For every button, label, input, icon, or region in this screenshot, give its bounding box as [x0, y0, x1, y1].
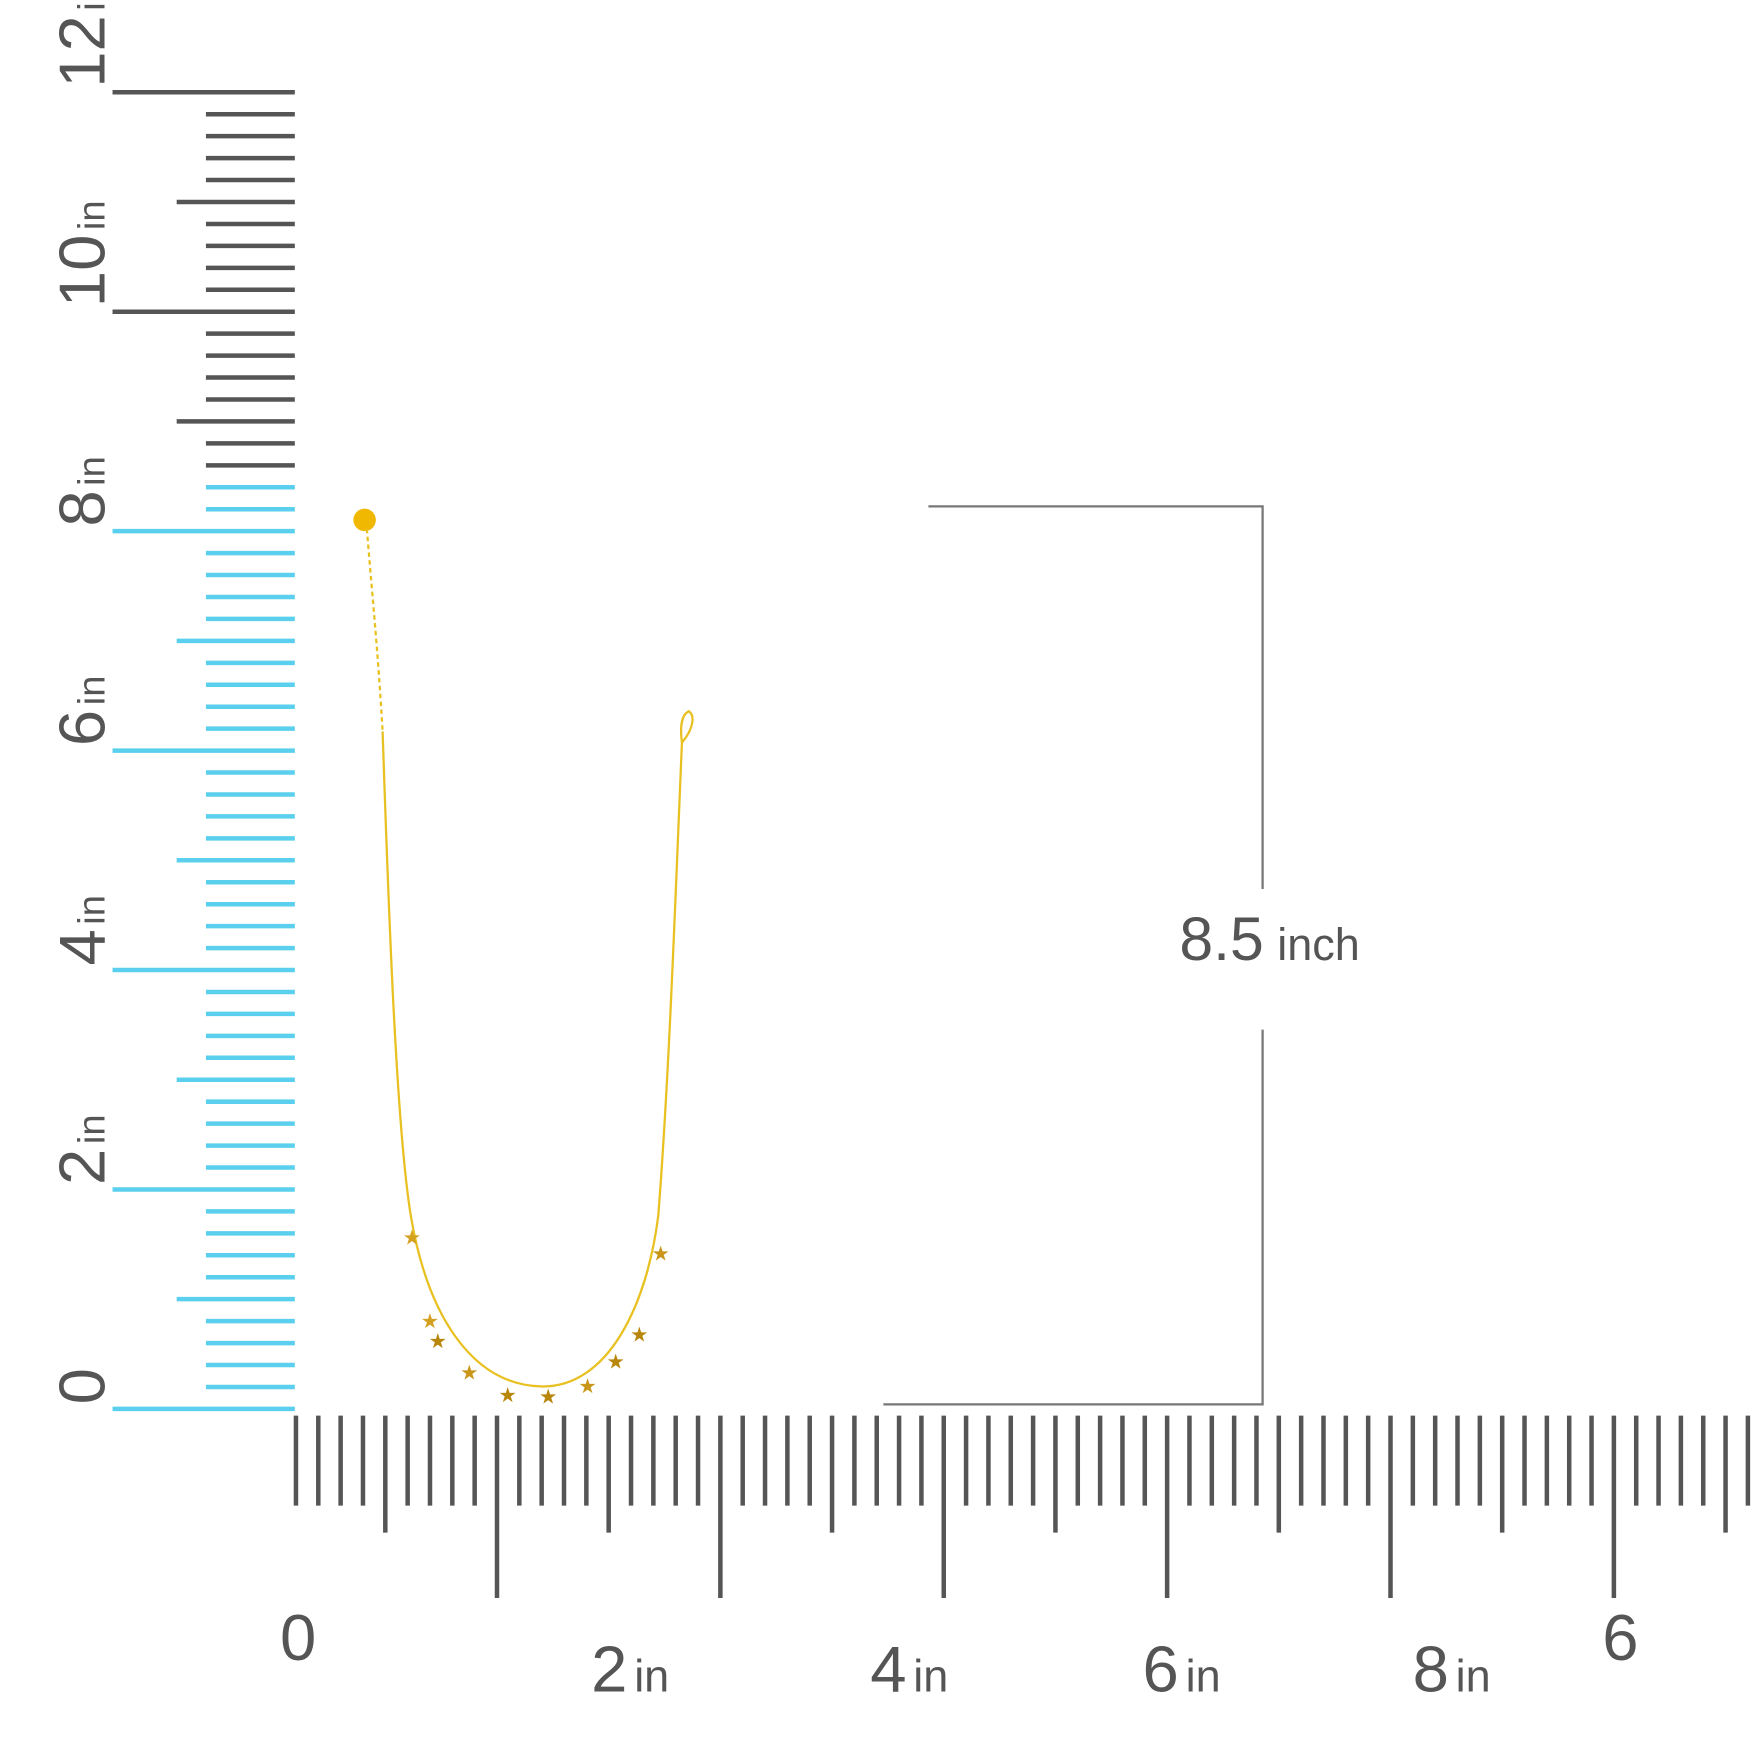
- star: ★: [606, 1351, 624, 1373]
- label-unit: in: [71, 200, 114, 230]
- horizontal-ruler: 0 2 in 4 in 6 in 8 in6: [280, 1415, 1751, 1705]
- ruler-label: 10 in: [46, 200, 119, 307]
- star-charms: ★ ★ ★ ★ ★ ★ ★ ★ ★ ★: [403, 1228, 670, 1409]
- vertical-ruler: 0 2 in 4 in 6 in 8 in 10 in 12 in: [46, 0, 295, 1412]
- label-number: 8: [46, 490, 119, 526]
- star: ★: [651, 1243, 669, 1265]
- label-number: 4: [46, 929, 119, 965]
- label-number: 6: [1143, 1632, 1179, 1705]
- label-unit: in: [71, 895, 114, 925]
- star: ★: [403, 1228, 421, 1250]
- star: ★: [498, 1385, 516, 1407]
- star: ★: [421, 1311, 439, 1333]
- label-unit: in: [71, 0, 114, 11]
- ruler-label: 6 in: [46, 676, 119, 747]
- label-number: 12: [46, 15, 119, 88]
- label-unit: in: [913, 1650, 948, 1701]
- ruler-label: 0: [280, 1601, 316, 1674]
- extender-chain: [365, 528, 384, 732]
- necklace: [353, 508, 694, 1388]
- ruler-label: 12 in: [46, 0, 119, 88]
- label-unit: in: [1456, 1650, 1491, 1701]
- ruler-label: 6: [1602, 1601, 1638, 1674]
- ruler-label: 4 in: [46, 895, 119, 966]
- ruler-label: 8 in: [46, 456, 119, 527]
- label-unit: in: [634, 1650, 669, 1701]
- star: ★: [630, 1324, 648, 1346]
- label-number: 8: [1413, 1632, 1449, 1705]
- bracket-bottom: [883, 1029, 1264, 1406]
- label-number: 4: [870, 1632, 906, 1705]
- label-number: 0: [280, 1601, 316, 1674]
- label-number: 2: [591, 1632, 627, 1705]
- label-number: 10: [46, 235, 119, 308]
- star: ★: [578, 1376, 596, 1398]
- label-unit: in: [71, 456, 114, 486]
- label-number: 6: [1602, 1601, 1638, 1674]
- bracket-top: [928, 505, 1264, 890]
- label-unit: in: [71, 1114, 114, 1144]
- dimension-bracket: [883, 505, 1264, 1406]
- label-number: 6: [46, 710, 119, 746]
- label-number: 0: [46, 1368, 119, 1404]
- dimension-value: 8.5: [1179, 905, 1263, 973]
- charm-tag: [353, 508, 376, 532]
- star: ★: [429, 1331, 447, 1353]
- label-number: 2: [46, 1149, 119, 1185]
- dimension-label: 8.5 inch: [1179, 905, 1360, 973]
- ruler-label: 2 in: [46, 1114, 119, 1185]
- chain: [381, 731, 684, 1388]
- clasp: [679, 709, 694, 744]
- star: ★: [539, 1386, 557, 1408]
- ruler-label: 0: [46, 1368, 119, 1404]
- label-unit: in: [71, 676, 114, 706]
- star: ★: [460, 1363, 478, 1385]
- dimension-unit: inch: [1277, 919, 1360, 970]
- label-unit: in: [1186, 1650, 1221, 1701]
